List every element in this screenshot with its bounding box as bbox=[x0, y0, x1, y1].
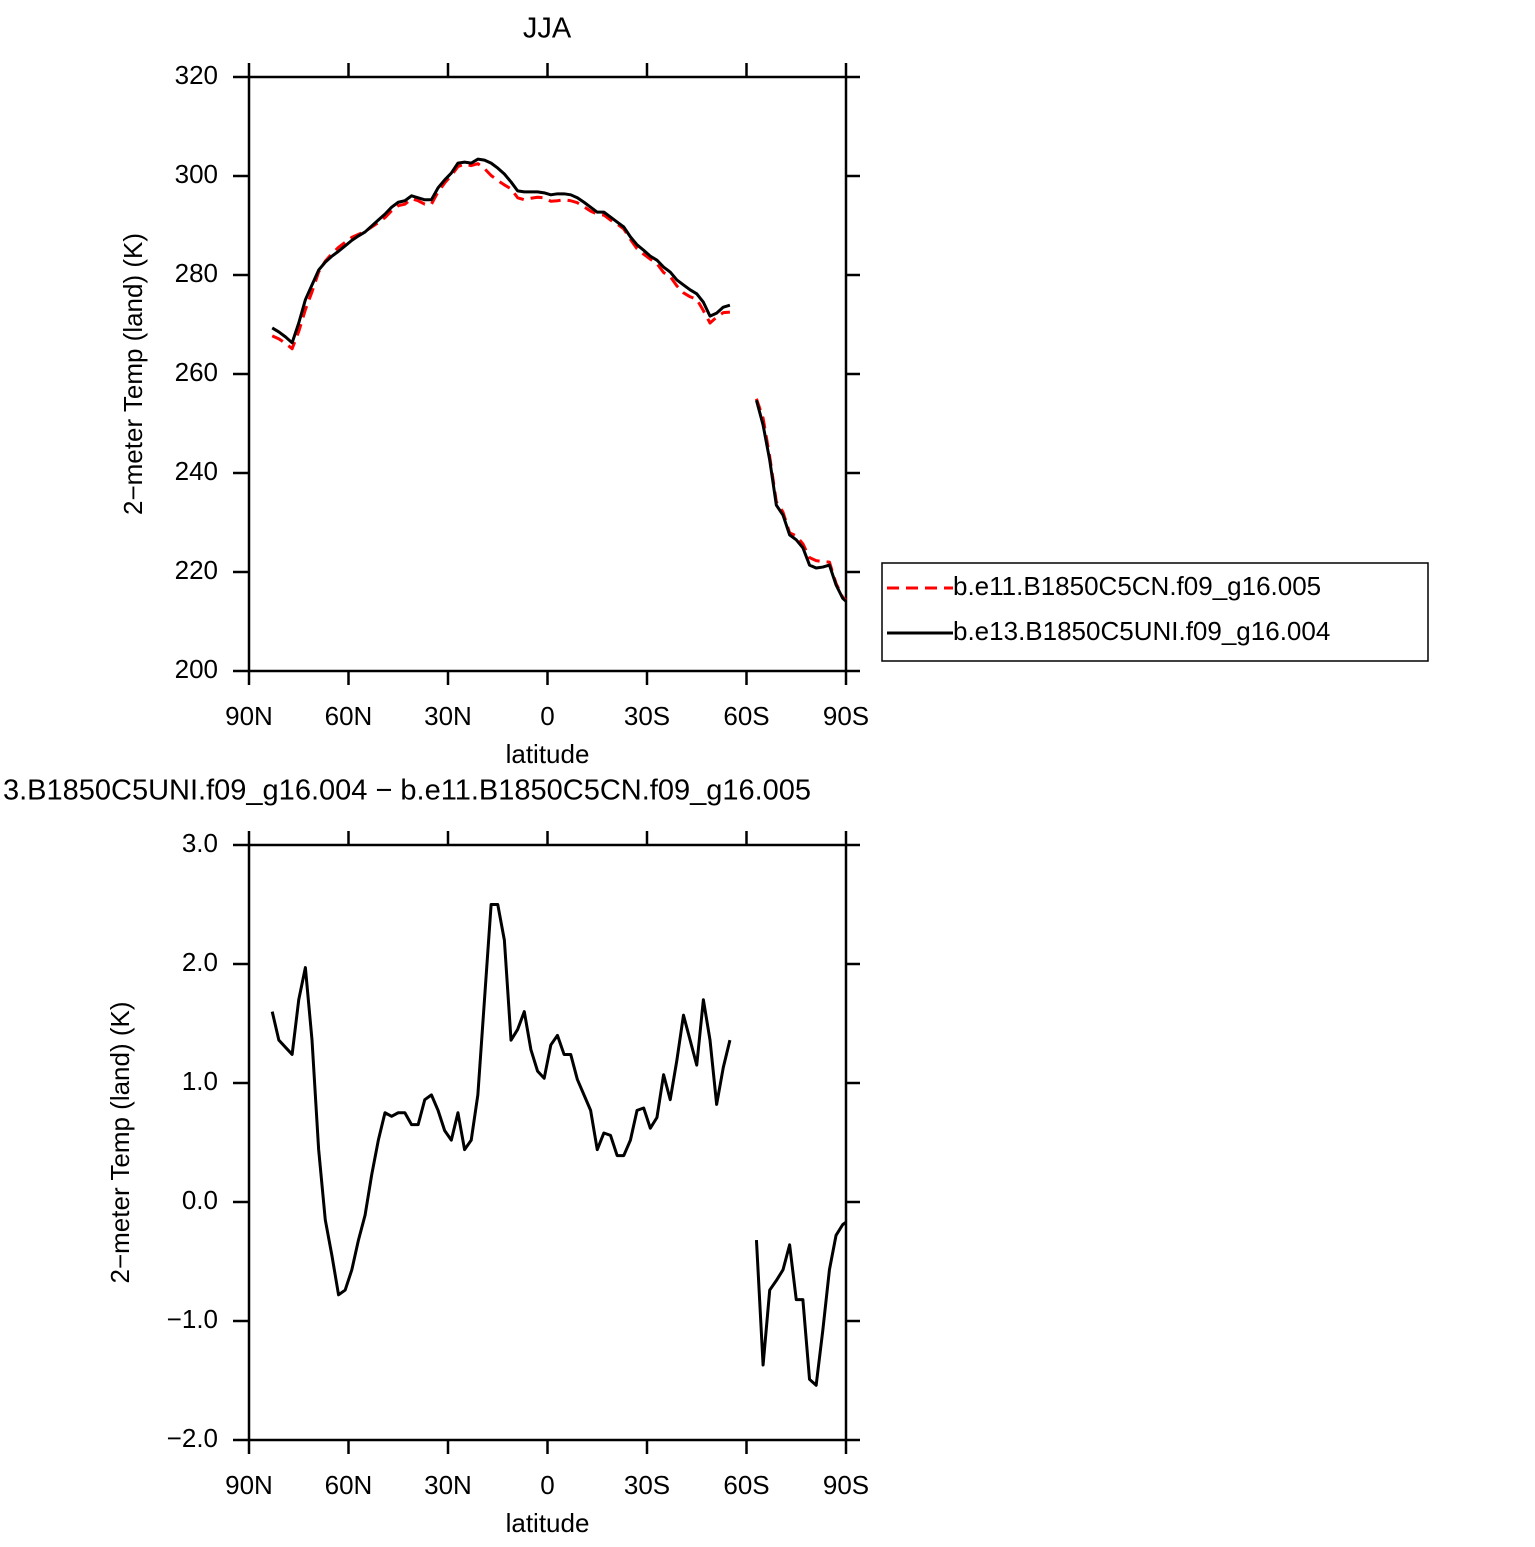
data-line bbox=[271, 162, 847, 602]
x-tick-label: 0 bbox=[540, 701, 554, 731]
chart-title: JJA bbox=[523, 13, 572, 45]
x-tick-label: 60N bbox=[325, 701, 373, 731]
y-tick-label: −1.0 bbox=[167, 1304, 218, 1334]
x-tick-label: 30N bbox=[424, 701, 472, 731]
x-tick-label: 90N bbox=[225, 701, 273, 731]
x-tick-label: 90S bbox=[823, 701, 869, 731]
chart-title: 3.B1850C5UNI.f09_g16.004 − b.e11.B1850C5… bbox=[3, 775, 811, 807]
x-axis-label: latitude bbox=[506, 1508, 590, 1538]
x-tick-label: 0 bbox=[540, 1470, 554, 1500]
y-tick-label: 320 bbox=[175, 60, 218, 90]
x-tick-label: 60N bbox=[325, 1470, 373, 1500]
plot-frame bbox=[247, 843, 848, 1442]
y-tick-label: 260 bbox=[175, 357, 218, 387]
x-tick-label: 30S bbox=[624, 701, 670, 731]
plot-frame bbox=[247, 75, 848, 673]
legend-box bbox=[881, 562, 1429, 662]
x-tick-label: 60S bbox=[723, 1470, 769, 1500]
y-tick-label: 280 bbox=[175, 258, 218, 288]
y-axis-label: 2−meter Temp (land) (K) bbox=[118, 233, 148, 515]
y-tick-label: 0.0 bbox=[182, 1185, 218, 1215]
y-tick-label: 240 bbox=[175, 456, 218, 486]
data-line bbox=[271, 157, 848, 603]
legend-label: b.e11.B1850C5CN.f09_g16.005 bbox=[953, 571, 1321, 601]
y-tick-label: 1.0 bbox=[182, 1066, 218, 1096]
y-tick-label: 2.0 bbox=[182, 947, 218, 977]
y-tick-label: −2.0 bbox=[167, 1423, 218, 1453]
y-tick-label: 300 bbox=[175, 159, 218, 189]
legend: b.e11.B1850C5CN.f09_g16.005 b.e13.B1850C5… bbox=[881, 562, 1429, 662]
data-line bbox=[270, 903, 847, 1387]
y-tick-label: 3.0 bbox=[182, 828, 218, 858]
y-tick-label: 200 bbox=[175, 654, 218, 684]
legend-label: b.e13.B1850C5UNI.f09_g16.004 bbox=[953, 616, 1330, 646]
y-tick-label: 220 bbox=[175, 555, 218, 585]
y-axis-label: 2−meter Temp (land) (K) bbox=[105, 1001, 135, 1283]
x-tick-label: 60S bbox=[723, 701, 769, 731]
x-tick-label: 30S bbox=[624, 1470, 670, 1500]
x-tick-label: 90N bbox=[225, 1470, 273, 1500]
x-tick-label: 90S bbox=[823, 1470, 869, 1500]
x-tick-label: 30N bbox=[424, 1470, 472, 1500]
x-axis-label: latitude bbox=[506, 739, 590, 769]
